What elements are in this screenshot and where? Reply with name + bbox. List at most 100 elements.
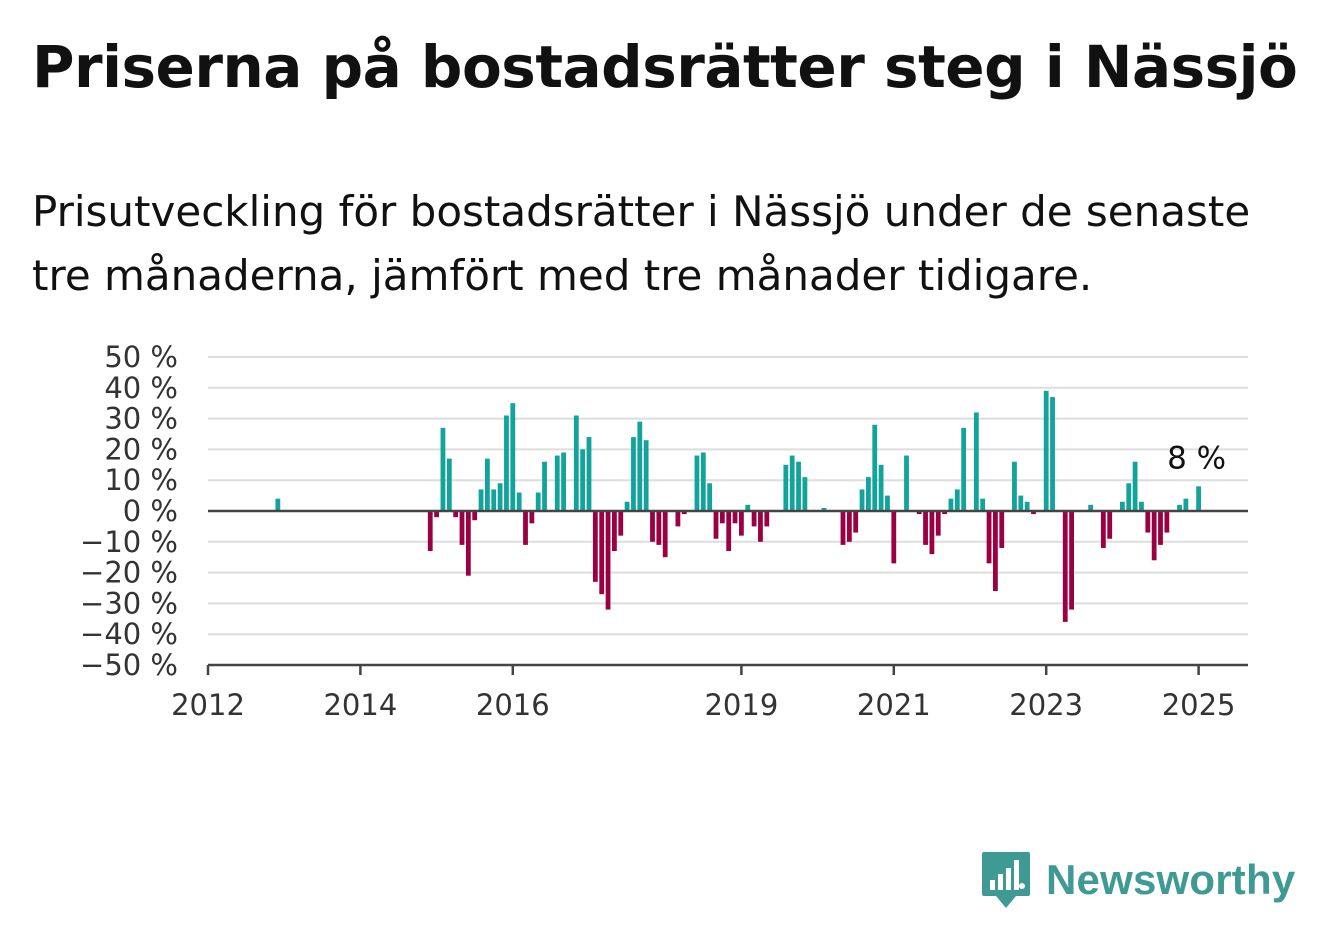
bar bbox=[1062, 511, 1068, 622]
bar bbox=[459, 511, 465, 545]
bar bbox=[529, 511, 535, 524]
bar bbox=[1164, 511, 1170, 533]
bar bbox=[758, 511, 763, 542]
bar bbox=[1012, 461, 1017, 511]
bar bbox=[523, 511, 528, 545]
y-tick-label: −20 % bbox=[80, 556, 178, 590]
bar bbox=[713, 511, 719, 539]
bar bbox=[542, 461, 547, 511]
bar bbox=[954, 489, 960, 511]
bar bbox=[853, 511, 859, 533]
chart-title: Priserna på bostadsrätter steg i Nässjö bbox=[32, 33, 1298, 101]
bar bbox=[783, 464, 789, 511]
bar bbox=[465, 511, 471, 576]
bar bbox=[878, 464, 884, 511]
bar bbox=[427, 511, 433, 552]
bar bbox=[656, 511, 662, 545]
bar bbox=[840, 511, 846, 545]
bar bbox=[707, 483, 713, 511]
x-tick-label: 2012 bbox=[171, 688, 245, 722]
bar bbox=[764, 511, 770, 527]
bar bbox=[580, 449, 586, 511]
y-tick-label: −30 % bbox=[80, 586, 178, 620]
bar bbox=[872, 424, 878, 511]
bar bbox=[1196, 486, 1201, 511]
bar bbox=[739, 511, 744, 536]
bar bbox=[999, 511, 1005, 548]
bar bbox=[732, 511, 738, 524]
bar bbox=[942, 511, 947, 515]
x-tick-label: 2023 bbox=[1009, 688, 1083, 722]
bar bbox=[948, 498, 954, 511]
y-tick-label: −40 % bbox=[80, 617, 178, 651]
bar bbox=[662, 511, 668, 558]
bar bbox=[751, 511, 757, 527]
bar bbox=[1183, 498, 1189, 511]
bar bbox=[796, 461, 801, 511]
bar bbox=[472, 511, 478, 521]
bar bbox=[745, 504, 751, 511]
brand-name: Newsworthy bbox=[1046, 856, 1296, 903]
bar bbox=[504, 415, 509, 511]
y-tick-label: −10 % bbox=[80, 525, 178, 559]
bar bbox=[586, 437, 592, 511]
bar bbox=[643, 440, 649, 511]
y-tick-label: 20 % bbox=[104, 432, 178, 466]
bar bbox=[446, 458, 452, 511]
bar bbox=[561, 452, 566, 511]
bar bbox=[980, 498, 986, 511]
x-tick-label: 2021 bbox=[857, 688, 931, 722]
bar bbox=[821, 507, 827, 511]
bar bbox=[1126, 483, 1132, 511]
latest-value-label: 8 % bbox=[1167, 440, 1226, 476]
bar bbox=[497, 483, 503, 511]
bar bbox=[1088, 504, 1094, 511]
bar bbox=[681, 511, 687, 515]
bar bbox=[935, 511, 941, 536]
bar bbox=[1158, 511, 1163, 545]
bar bbox=[516, 492, 522, 511]
bar bbox=[440, 427, 446, 511]
bar bbox=[599, 511, 605, 595]
newsworthy-logo-icon bbox=[982, 852, 1030, 908]
x-tick-label: 2019 bbox=[704, 688, 778, 722]
newsworthy-brand: Newsworthy bbox=[980, 850, 1295, 910]
bar bbox=[1107, 511, 1113, 539]
y-tick-label: 50 % bbox=[104, 340, 178, 374]
bar bbox=[650, 511, 655, 542]
bar bbox=[694, 455, 700, 511]
bar bbox=[846, 511, 852, 542]
bar bbox=[510, 403, 516, 511]
bar bbox=[434, 511, 439, 518]
bar bbox=[612, 511, 617, 552]
bar bbox=[789, 455, 795, 511]
bar bbox=[904, 455, 909, 511]
x-tick-label: 2016 bbox=[476, 688, 550, 722]
bar bbox=[700, 452, 706, 511]
bar bbox=[605, 511, 611, 610]
bar bbox=[719, 511, 725, 524]
bar bbox=[1139, 501, 1144, 511]
bar bbox=[1132, 461, 1138, 511]
bars bbox=[275, 390, 1201, 622]
bar bbox=[1018, 495, 1024, 511]
bar bbox=[885, 495, 890, 511]
y-axis-ticks: 50 %40 %30 %20 %10 %0 %−10 %−20 %−30 %−4… bbox=[80, 340, 178, 682]
bar bbox=[1031, 511, 1036, 515]
bar bbox=[675, 511, 681, 527]
bar bbox=[275, 498, 281, 511]
bar bbox=[631, 437, 636, 511]
bar bbox=[1151, 511, 1157, 561]
gridlines bbox=[208, 356, 1248, 636]
bar bbox=[993, 511, 998, 592]
bar bbox=[554, 455, 560, 511]
bar bbox=[478, 489, 484, 511]
y-tick-label: −50 % bbox=[80, 648, 178, 682]
bar bbox=[916, 511, 922, 515]
bar bbox=[866, 477, 871, 511]
y-tick-label: 40 % bbox=[104, 371, 178, 405]
bar bbox=[961, 427, 967, 511]
y-tick-label: 0 % bbox=[123, 494, 178, 528]
bar bbox=[726, 511, 732, 552]
bar bbox=[491, 489, 497, 511]
